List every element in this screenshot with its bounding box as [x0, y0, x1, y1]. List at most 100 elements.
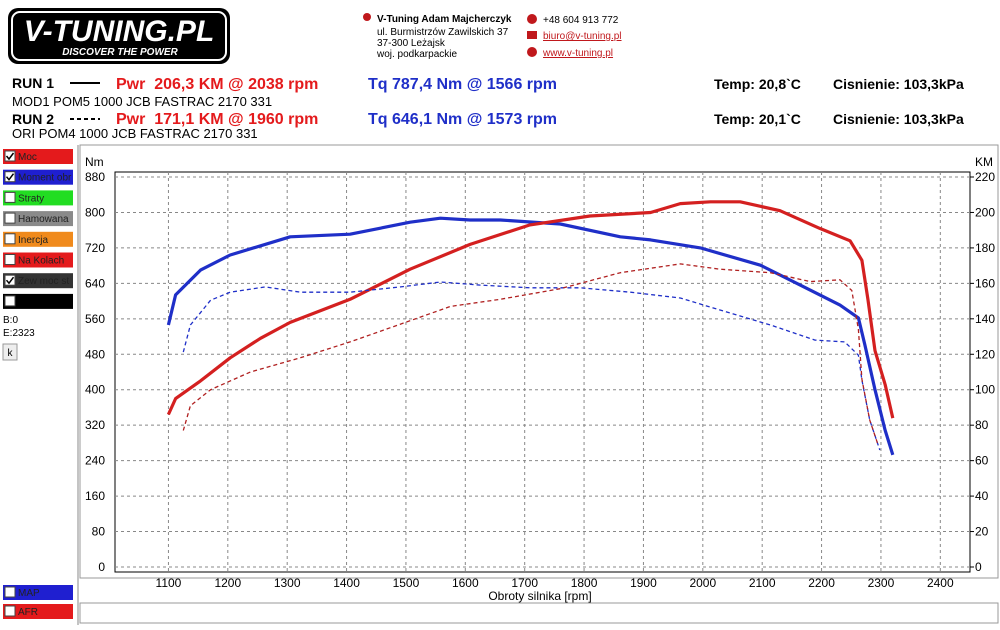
checkbox[interactable] — [4, 171, 16, 183]
x-tick-label: 1400 — [333, 576, 360, 590]
plot-area — [114, 171, 971, 573]
check-mark — [5, 173, 15, 181]
checkbox[interactable] — [4, 212, 16, 224]
web-icon — [527, 47, 537, 57]
x-tick-label: 2000 — [689, 576, 716, 590]
y-tick-label: 880 — [85, 170, 105, 184]
address: 37-300 Leżajsk — [377, 38, 446, 49]
y2-tick-label: 20 — [975, 525, 989, 539]
run-label: RUN 1 — [12, 75, 54, 91]
run-description: ORI POM4 1000 JCB FASTRAC 2170 331 — [12, 126, 258, 141]
begin-label: B:0 — [3, 315, 18, 326]
run-description: MOD1 POM5 1000 JCB FASTRAC 2170 331 — [12, 94, 272, 109]
logo: V-TUNING.PL DISCOVER THE POWER — [8, 8, 230, 64]
address: woj. podkarpackie — [376, 49, 457, 60]
panel-item-label[interactable]: MAP — [18, 588, 40, 599]
run-label: RUN 2 — [12, 111, 54, 127]
phone-icon — [527, 14, 537, 24]
y-tick-label: 240 — [85, 454, 105, 468]
y-tick-label: 80 — [92, 525, 106, 539]
y-axis-label: Nm — [85, 155, 104, 169]
y-tick-label: 720 — [85, 241, 105, 255]
y2-tick-label: 80 — [975, 418, 989, 432]
checkbox[interactable] — [4, 586, 16, 598]
panel-item-label[interactable]: Moc — [18, 152, 37, 163]
x-tick-label: 2200 — [808, 576, 835, 590]
x-axis-label: Obroty silnika [rpm] — [488, 589, 591, 603]
checkbox[interactable] — [4, 274, 16, 286]
panel-item-label[interactable]: Moment obr — [18, 173, 72, 184]
x-tick-label: 1600 — [452, 576, 479, 590]
checkbox[interactable] — [4, 605, 16, 617]
y2-axis-label: KM — [975, 155, 993, 169]
x-tick-label: 2100 — [749, 576, 776, 590]
panel-item-label[interactable]: Inercja — [18, 235, 48, 246]
y2-tick-label: 220 — [975, 170, 995, 184]
panel-item-label[interactable]: AFR — [18, 607, 38, 618]
run-pressure: Cisnienie: 103,3kPa — [833, 111, 964, 127]
run-power: Pwr 206,3 KM @ 2038 rpm — [116, 76, 318, 93]
panel-item[interactable] — [3, 293, 73, 309]
panel-item[interactable] — [3, 585, 73, 600]
checkbox[interactable] — [4, 254, 16, 265]
series-line — [166, 216, 895, 456]
panel-item[interactable] — [3, 604, 73, 619]
k-button-label[interactable]: k — [8, 348, 14, 359]
x-tick-label: 2400 — [927, 576, 954, 590]
y-tick-label: 320 — [85, 418, 105, 432]
checkbox[interactable] — [4, 191, 16, 203]
check-mark — [5, 152, 15, 161]
y2-tick-label: 100 — [975, 383, 995, 397]
y-tick-label: 480 — [85, 347, 105, 361]
y2-tick-label: 140 — [975, 312, 995, 326]
end-label: E:2323 — [3, 328, 35, 339]
run-temp: Temp: 20,1`C — [714, 111, 801, 127]
panel-item[interactable] — [3, 231, 73, 247]
web[interactable]: www.v-tuning.pl — [542, 48, 613, 59]
slogan: DISCOVER THE POWER — [62, 47, 178, 58]
x-tick-label: 1500 — [393, 576, 420, 590]
x-tick-label: 1200 — [214, 576, 241, 590]
panel-item-label[interactable]: Zew moc st — [18, 276, 69, 287]
run-pressure: Cisnienie: 103,3kPa — [833, 76, 964, 92]
panel-item-label[interactable]: Hamowana — [18, 214, 69, 225]
k-button[interactable] — [2, 343, 18, 361]
checkbox[interactable] — [4, 150, 16, 162]
y2-tick-label: 180 — [975, 241, 995, 255]
panel-item[interactable] — [3, 149, 73, 164]
y2-tick-label: 60 — [975, 454, 989, 468]
address: ul. Burmistrzów Zawilskich 37 — [377, 27, 509, 38]
pin-icon — [363, 13, 371, 21]
y2-tick-label: 200 — [975, 205, 995, 219]
panel-item-label[interactable]: Straty — [18, 193, 44, 204]
run-temp: Temp: 20,8`C — [714, 76, 801, 92]
run-torque: Tq 787,4 Nm @ 1566 rpm — [368, 76, 557, 93]
y2-tick-label: 160 — [975, 276, 995, 290]
y-tick-label: 160 — [85, 489, 105, 503]
x-tick-label: 1100 — [156, 576, 182, 590]
run-power: Pwr 171,1 KM @ 1960 rpm — [116, 111, 318, 128]
chart-frame — [79, 144, 999, 579]
email[interactable]: biuro@v-tuning.pl — [543, 31, 622, 42]
series-line — [182, 281, 881, 451]
panel-item[interactable] — [3, 169, 73, 185]
y-tick-label: 400 — [85, 383, 105, 397]
x-tick-label: 1800 — [571, 576, 598, 590]
panel-item[interactable] — [3, 273, 73, 289]
company: V-Tuning Adam Majcherczyk — [377, 14, 512, 25]
x-tick-label: 2300 — [868, 576, 895, 590]
checkbox[interactable] — [4, 295, 16, 307]
y-tick-label: 800 — [85, 205, 105, 219]
y2-tick-label: 0 — [975, 560, 982, 574]
panel-item-label[interactable]: Na Kolach — [18, 256, 64, 267]
series-line — [166, 200, 895, 419]
panel-item[interactable] — [3, 252, 73, 268]
mail-icon — [527, 31, 537, 39]
panel-item[interactable] — [3, 211, 73, 227]
check-mark — [5, 276, 15, 285]
checkbox[interactable] — [4, 233, 16, 245]
panel-item[interactable] — [3, 190, 73, 206]
y2-tick-label: 40 — [975, 489, 989, 503]
